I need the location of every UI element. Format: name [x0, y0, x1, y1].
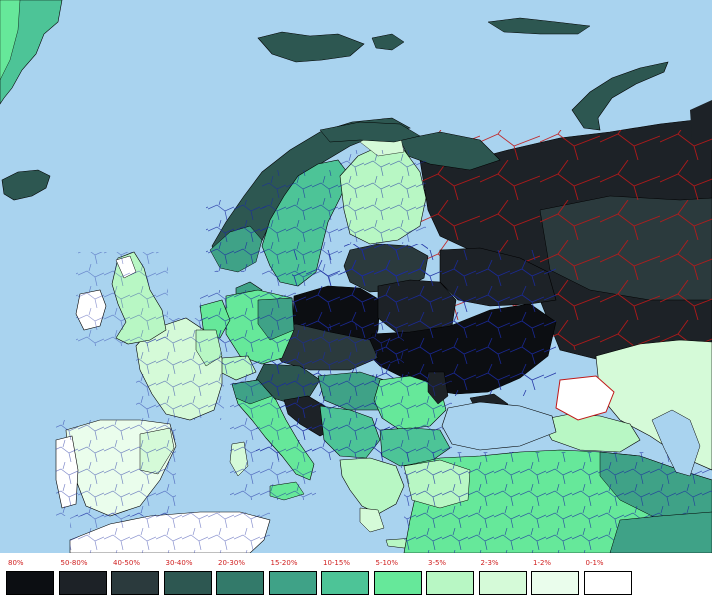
legend-swatch	[583, 571, 632, 595]
legend-label: 1-2%	[533, 559, 552, 567]
legend: 80% 50-80% 40-50% 30-40% 20-30% 15-20% 10-15% 5…	[0, 553, 712, 599]
legend-swatch	[163, 571, 212, 595]
legend-label: 20-30%	[218, 559, 245, 567]
norway-admin-borders	[206, 200, 266, 272]
legend-swatch	[478, 571, 527, 595]
europe-choropleth-map	[0, 0, 712, 553]
legend-label: 80%	[8, 559, 24, 567]
legend-swatch	[321, 571, 369, 595]
legend-label: 40-50%	[113, 559, 140, 567]
africa-admin-borders	[70, 512, 270, 553]
region-svalbard	[257, 31, 365, 63]
legend-label: 10-15%	[323, 559, 350, 567]
legend-label: 2-3%	[480, 559, 499, 567]
legend-label: 0-1%	[585, 559, 604, 567]
region-franz-josef	[487, 17, 591, 35]
uk-admin-borders	[76, 252, 168, 346]
legend-swatch	[373, 571, 422, 595]
legend-swatch	[58, 571, 107, 595]
legend-label: 3-5%	[428, 559, 447, 567]
legend-swatch	[268, 571, 317, 595]
italy-admin-borders	[230, 380, 316, 500]
region-caspian	[651, 409, 701, 477]
region-peloponnese	[359, 507, 385, 533]
legend-label: 50-80%	[60, 559, 88, 567]
region-kola-coast	[319, 121, 421, 143]
legend-swatch	[216, 571, 264, 595]
region-greece	[339, 457, 405, 515]
legend-label: 30-40%	[165, 559, 193, 567]
legend-swatch	[426, 571, 474, 595]
region-novaya-zemlya	[571, 61, 669, 131]
legend-swatch	[531, 571, 579, 595]
region-levant	[609, 511, 712, 553]
legend-label: 5-10%	[375, 559, 399, 567]
region-greenland-south	[0, 0, 21, 81]
legend-swatch	[111, 571, 159, 595]
legend-label: 15-20%	[270, 559, 298, 567]
legend-swatch	[6, 571, 54, 595]
finland-admin-borders	[340, 150, 426, 244]
region-kalmykia	[555, 375, 615, 421]
black-sea	[441, 401, 557, 451]
region-svalbard-east	[371, 33, 405, 51]
iberia-admin-borders	[56, 420, 176, 516]
region-iceland	[1, 169, 51, 201]
